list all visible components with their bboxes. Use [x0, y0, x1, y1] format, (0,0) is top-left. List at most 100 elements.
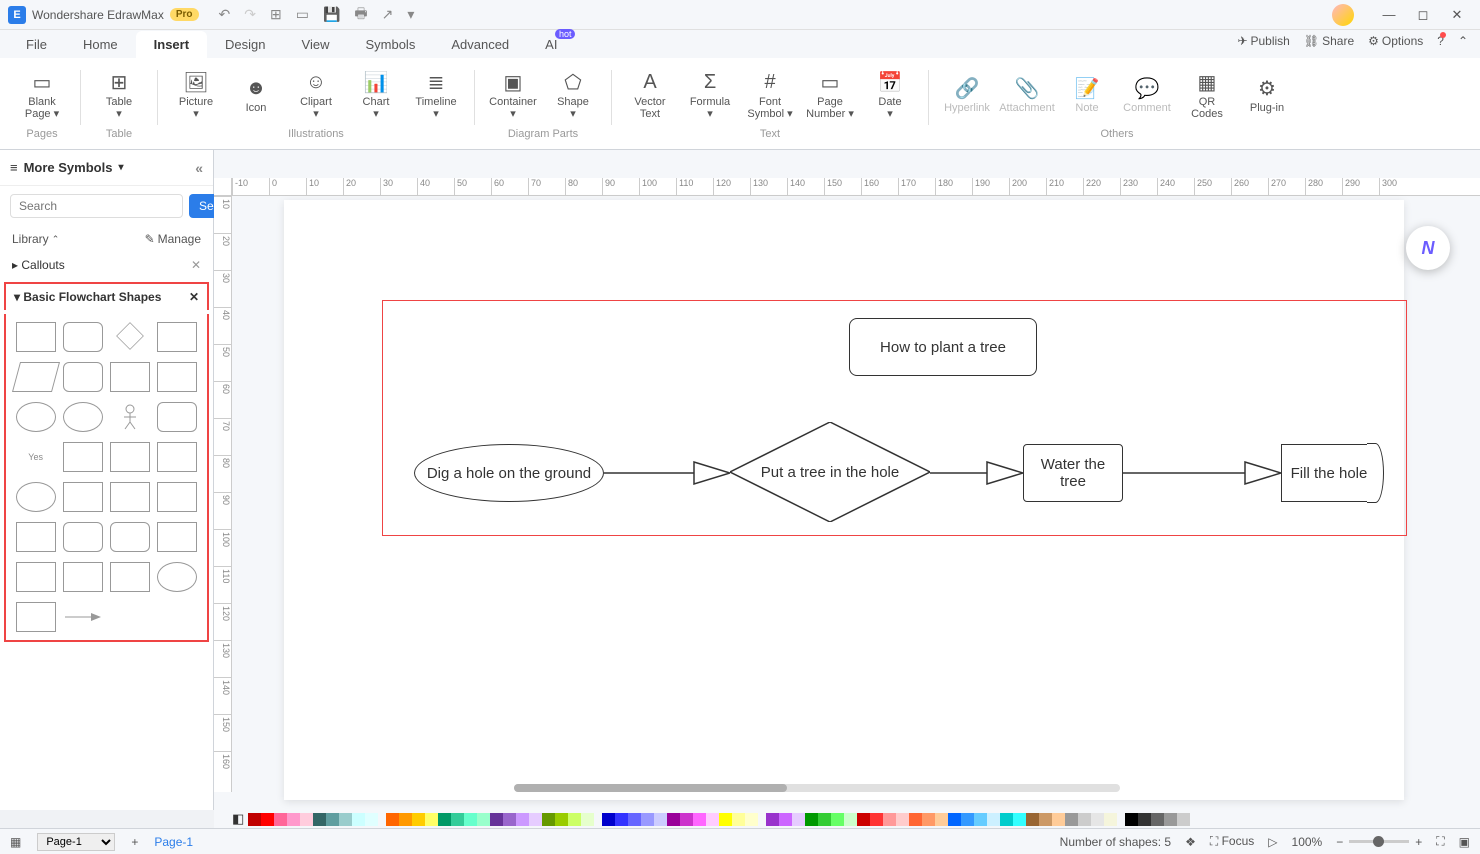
menu-design[interactable]: Design — [207, 31, 283, 58]
options-button[interactable]: ⚙ Options — [1368, 34, 1423, 48]
flowchart-step-4[interactable]: Fill the hole — [1281, 444, 1376, 502]
color-swatch[interactable] — [974, 813, 987, 826]
symbol-search-input[interactable] — [10, 194, 183, 218]
shape-thumb[interactable] — [63, 602, 103, 632]
color-swatch[interactable] — [438, 813, 451, 826]
save-icon[interactable]: 💾 — [323, 6, 340, 23]
color-swatch[interactable] — [948, 813, 961, 826]
menu-symbols[interactable]: Symbols — [347, 31, 433, 58]
color-swatch[interactable] — [490, 813, 503, 826]
color-swatch[interactable] — [935, 813, 948, 826]
shape-thumb[interactable] — [63, 482, 103, 512]
color-swatch[interactable] — [706, 813, 719, 826]
color-swatch[interactable] — [922, 813, 935, 826]
color-swatch[interactable] — [1164, 813, 1177, 826]
shape-thumb[interactable] — [157, 402, 197, 432]
color-swatch[interactable] — [1078, 813, 1091, 826]
color-swatch[interactable] — [555, 813, 568, 826]
flowchart-step-1[interactable]: Dig a hole on the ground — [414, 444, 604, 502]
color-swatch[interactable] — [883, 813, 896, 826]
maximize-icon[interactable]: ◻ — [1408, 4, 1438, 26]
page-tab-1[interactable]: Page-1 — [146, 833, 201, 851]
color-swatch[interactable] — [326, 813, 339, 826]
arrow-3[interactable] — [1123, 458, 1281, 488]
ribbon-tool-font[interactable]: #FontSymbol ▾ — [742, 64, 798, 126]
color-swatch[interactable] — [818, 813, 831, 826]
add-page-icon[interactable]: + — [131, 835, 138, 849]
shape-thumb[interactable] — [157, 482, 197, 512]
color-swatch[interactable] — [516, 813, 529, 826]
collapse-ribbon-icon[interactable]: ⌃ — [1458, 34, 1468, 48]
color-swatch[interactable] — [844, 813, 857, 826]
ribbon-tool-page[interactable]: ▭PageNumber ▾ — [802, 64, 858, 126]
color-swatch[interactable] — [503, 813, 516, 826]
close-icon[interactable]: ✕ — [1442, 4, 1472, 26]
ribbon-tool-formula[interactable]: ΣFormula▾ — [682, 64, 738, 126]
ribbon-tool-icon[interactable]: ☻Icon — [228, 64, 284, 126]
publish-button[interactable]: ✈ Publish — [1237, 34, 1289, 48]
fullscreen-icon[interactable]: ▣ — [1459, 835, 1470, 849]
shape-thumb[interactable] — [157, 442, 197, 472]
shape-thumb[interactable] — [16, 602, 56, 632]
arrow-1[interactable] — [604, 458, 730, 488]
color-swatch[interactable] — [464, 813, 477, 826]
color-swatch[interactable] — [987, 813, 1000, 826]
color-swatch[interactable] — [779, 813, 792, 826]
ribbon-tool-clipart[interactable]: ☺Clipart▾ — [288, 64, 344, 126]
menu-file[interactable]: File — [8, 31, 65, 58]
shape-thumb[interactable] — [16, 402, 56, 432]
color-swatch[interactable] — [805, 813, 818, 826]
focus-button[interactable]: ⛶ Focus — [1210, 834, 1254, 849]
collapse-panel-icon[interactable]: « — [195, 160, 203, 176]
color-swatch[interactable] — [274, 813, 287, 826]
flowchart-step-2-diamond[interactable]: Put a tree in the hole — [730, 422, 930, 522]
close-callouts-icon[interactable]: ✕ — [191, 258, 201, 272]
color-swatch[interactable] — [261, 813, 274, 826]
shape-thumb[interactable] — [110, 562, 150, 592]
color-swatch[interactable] — [313, 813, 326, 826]
help-icon[interactable]: ? — [1437, 34, 1444, 48]
color-swatch[interactable] — [1052, 813, 1065, 826]
color-swatch[interactable] — [451, 813, 464, 826]
color-swatch[interactable] — [352, 813, 365, 826]
arrow-2[interactable] — [930, 458, 1023, 488]
ribbon-tool-container[interactable]: ▣Container▾ — [485, 64, 541, 126]
color-swatch[interactable] — [870, 813, 883, 826]
zoom-slider[interactable]: − + — [1336, 835, 1422, 849]
minimize-icon[interactable]: — — [1374, 4, 1404, 26]
ribbon-tool-shape[interactable]: ⬠Shape▾ — [545, 64, 601, 126]
undo-icon[interactable]: ↶ — [219, 6, 231, 23]
zoom-level[interactable]: 100% — [1292, 835, 1323, 849]
menu-home[interactable]: Home — [65, 31, 136, 58]
shape-thumb[interactable] — [110, 522, 150, 552]
menu-ai[interactable]: AIhot — [527, 31, 575, 58]
color-swatch[interactable] — [628, 813, 641, 826]
color-swatch[interactable] — [412, 813, 425, 826]
color-swatch[interactable] — [732, 813, 745, 826]
color-swatch[interactable] — [1065, 813, 1078, 826]
shape-thumb[interactable] — [63, 562, 103, 592]
shape-thumb[interactable] — [157, 522, 197, 552]
color-swatch[interactable] — [568, 813, 581, 826]
color-swatch[interactable] — [719, 813, 732, 826]
color-swatch[interactable] — [287, 813, 300, 826]
color-swatch[interactable] — [792, 813, 805, 826]
color-swatch[interactable] — [857, 813, 870, 826]
fill-bucket-icon[interactable]: ◧ — [232, 811, 244, 827]
ribbon-tool-plug-in[interactable]: ⚙Plug-in — [1239, 64, 1295, 126]
shape-thumb[interactable] — [116, 322, 144, 350]
flowchart-title-box[interactable]: How to plant a tree — [849, 318, 1037, 376]
shape-thumb[interactable] — [12, 362, 60, 392]
library-button[interactable]: Library ⌃ — [12, 232, 59, 246]
color-swatch[interactable] — [1104, 813, 1117, 826]
color-swatch[interactable] — [581, 813, 594, 826]
color-swatch[interactable] — [386, 813, 399, 826]
shape-thumb[interactable] — [16, 322, 56, 352]
shape-thumb[interactable] — [110, 442, 150, 472]
shape-thumb[interactable] — [110, 602, 150, 632]
ribbon-tool-date[interactable]: 📅Date▾ — [862, 64, 918, 126]
user-avatar-icon[interactable] — [1332, 4, 1354, 26]
color-swatch[interactable] — [300, 813, 313, 826]
shape-thumb[interactable] — [63, 362, 103, 392]
color-swatch[interactable] — [961, 813, 974, 826]
